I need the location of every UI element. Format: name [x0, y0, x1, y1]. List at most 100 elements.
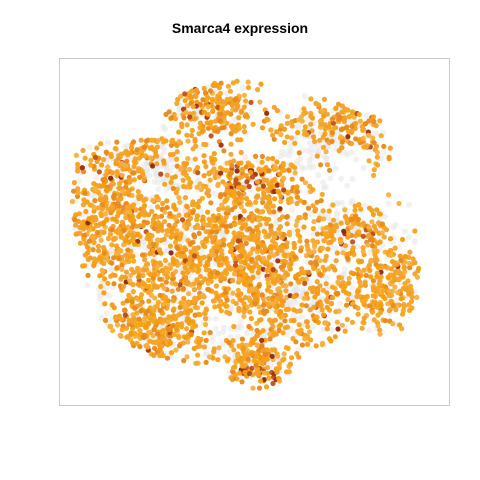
cell-point: [218, 308, 224, 314]
cell-point: [241, 129, 248, 135]
cell-point: [203, 184, 209, 190]
cell-point: [350, 245, 356, 251]
cell-point: [304, 238, 310, 244]
cell-point: [339, 109, 345, 115]
cell-point: [137, 233, 143, 240]
cell-point: [102, 301, 108, 307]
cell-point: [79, 165, 85, 171]
cell-point: [267, 336, 273, 342]
cell-point: [163, 279, 169, 285]
cell-point: [242, 369, 248, 376]
cell-point: [155, 331, 161, 337]
cell-point: [240, 166, 246, 172]
cell-point: [248, 99, 254, 105]
cell-point-zero: [342, 149, 349, 156]
cell-point: [355, 221, 361, 227]
cell-point: [326, 208, 332, 214]
cell-point-zero: [406, 201, 413, 208]
cell-point: [303, 303, 309, 309]
cell-point: [166, 109, 172, 115]
cell-point: [94, 145, 100, 151]
cell-point: [80, 169, 87, 175]
cell-point: [239, 195, 245, 201]
cell-point: [399, 236, 406, 243]
cell-point: [164, 198, 170, 204]
cell-point: [391, 272, 397, 278]
cell-point: [281, 252, 287, 258]
cell-point: [171, 331, 177, 337]
cell-point: [191, 345, 197, 352]
cell-point: [371, 247, 377, 254]
cell-point: [127, 209, 133, 215]
cell-point: [321, 238, 327, 244]
cell-point: [209, 96, 216, 102]
cell-point: [126, 294, 133, 300]
cell-point-zero: [334, 209, 341, 216]
cell-point-zero: [167, 168, 173, 175]
cell-point: [217, 194, 223, 200]
cell-point: [200, 292, 206, 298]
cell-point: [264, 110, 270, 116]
cell-point: [239, 225, 245, 231]
cell-point: [372, 293, 378, 299]
cell-point: [274, 369, 280, 375]
cell-point-zero: [290, 312, 297, 319]
cell-point: [365, 132, 372, 138]
cell-point: [91, 181, 97, 187]
cell-point: [379, 230, 385, 236]
cell-point: [323, 232, 329, 238]
cell-point: [170, 258, 177, 264]
cell-point: [174, 163, 180, 169]
cell-point: [314, 231, 321, 237]
cell-point: [216, 95, 222, 101]
cell-point: [80, 147, 86, 153]
cell-point: [77, 240, 83, 246]
cell-point: [238, 259, 244, 265]
cell-point: [283, 283, 289, 289]
cell-point: [98, 196, 104, 202]
cell-point: [310, 187, 316, 193]
cell-point: [154, 144, 160, 150]
cell-point: [196, 267, 202, 273]
cell-point: [124, 158, 130, 164]
cell-point: [270, 203, 276, 209]
cell-point: [361, 320, 367, 326]
cell-point: [100, 221, 106, 227]
cell-point: [222, 301, 228, 307]
cell-point: [179, 124, 185, 130]
cell-point: [381, 234, 387, 240]
cell-point: [167, 262, 173, 268]
cell-point: [330, 284, 336, 290]
cell-point: [190, 210, 196, 216]
cell-point: [125, 247, 131, 253]
cell-point: [346, 231, 352, 237]
cell-point: [400, 311, 406, 317]
cell-point: [171, 204, 177, 210]
cell-point: [271, 234, 277, 241]
cell-point-zero: [336, 300, 343, 307]
cell-point: [224, 358, 230, 364]
cell-point: [215, 182, 221, 189]
cell-point: [378, 133, 384, 139]
cell-point: [205, 104, 211, 110]
cell-point: [84, 244, 91, 250]
cell-point: [278, 131, 284, 138]
cell-point: [246, 199, 252, 205]
cell-point: [144, 220, 150, 226]
cell-point: [299, 342, 305, 348]
cell-point: [172, 239, 179, 245]
cell-point: [287, 361, 294, 367]
cell-point: [132, 330, 138, 336]
cell-point: [241, 208, 247, 214]
cell-point: [381, 143, 387, 149]
cell-point: [203, 236, 209, 242]
cell-point: [330, 217, 337, 223]
cell-point: [371, 317, 377, 323]
cell-point: [412, 228, 418, 234]
cell-point: [166, 222, 172, 228]
cell-point: [123, 163, 129, 169]
cell-point: [279, 302, 285, 309]
cell-point: [197, 101, 203, 107]
cell-point: [203, 267, 209, 273]
cell-point: [390, 303, 396, 309]
